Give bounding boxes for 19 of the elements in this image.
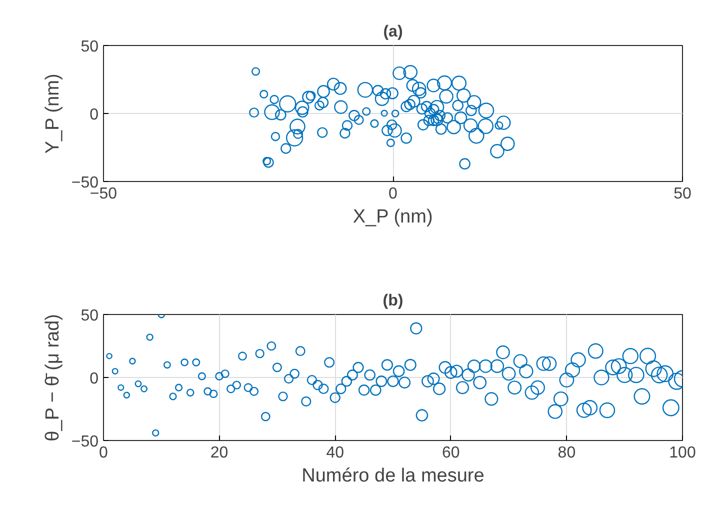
- chart-title: (a): [383, 24, 403, 40]
- x-tick-label: 20: [210, 444, 228, 462]
- chart-title: (b): [382, 292, 404, 310]
- x-tick-label: 50: [674, 186, 692, 202]
- y-axis-title: Y_P (nm): [42, 74, 64, 154]
- y-tick-label: 0: [90, 370, 99, 388]
- x-tick-label: 60: [442, 444, 460, 462]
- y-tick-label: 0: [90, 106, 99, 124]
- y-tick-label: 50: [80, 308, 99, 324]
- y-axis-title: θ_P − θ̄ (μ rad): [42, 314, 64, 442]
- y-tick-label: −50: [71, 174, 99, 192]
- x-tick-label: 0: [388, 186, 398, 202]
- x-tick-label: 40: [326, 444, 344, 462]
- x-tick-label: 100: [669, 444, 696, 462]
- y-tick-label: 50: [80, 38, 99, 56]
- x-axis-title: X_P (nm): [352, 206, 433, 228]
- y-tick-label: −50: [71, 434, 99, 450]
- x-tick-label: 80: [558, 444, 576, 462]
- x-axis-title: Numéro de la mesure: [302, 466, 484, 486]
